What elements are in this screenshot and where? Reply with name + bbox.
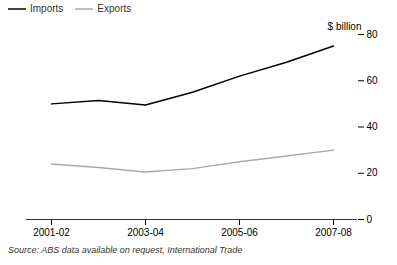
- svg-text:0: 0: [367, 214, 373, 225]
- svg-text:2005-06: 2005-06: [221, 227, 258, 238]
- svg-text:2007-08: 2007-08: [315, 227, 352, 238]
- svg-text:2003-04: 2003-04: [127, 227, 164, 238]
- svg-text:$ billion: $ billion: [328, 21, 362, 32]
- svg-text:2001-02: 2001-02: [33, 227, 70, 238]
- svg-text:80: 80: [367, 29, 379, 40]
- svg-text:40: 40: [367, 121, 379, 132]
- html-text:Exports: Exports: [97, 3, 132, 14]
- html-text:Imports: Imports: [30, 3, 64, 14]
- svg-text:20: 20: [367, 167, 379, 178]
- svg-text:60: 60: [367, 75, 379, 86]
- html-text:Source: ABS data available on: Source: ABS data available on request, I…: [8, 245, 243, 255]
